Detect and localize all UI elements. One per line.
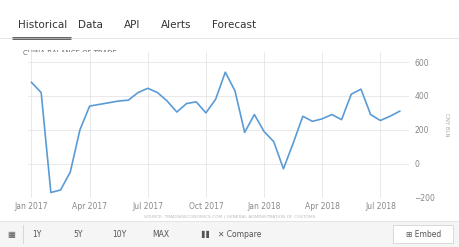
Text: Historical: Historical — [18, 20, 67, 30]
Text: CHINA BALANCE OF TRADE: CHINA BALANCE OF TRADE — [23, 50, 117, 56]
Text: API: API — [124, 20, 140, 30]
Text: ⊞ Embed: ⊞ Embed — [405, 230, 440, 239]
Text: ▌▌: ▌▌ — [201, 231, 212, 238]
Text: ✕ Compare: ✕ Compare — [217, 230, 260, 239]
Text: 10Y: 10Y — [112, 230, 126, 239]
Text: 1Y: 1Y — [32, 230, 41, 239]
Text: MAX: MAX — [152, 230, 169, 239]
Y-axis label: CNY BLN: CNY BLN — [443, 113, 448, 137]
Bar — [392, 225, 452, 243]
Bar — [0, 221, 459, 247]
Text: Forecast: Forecast — [211, 20, 255, 30]
Text: Data: Data — [78, 20, 103, 30]
Text: 5Y: 5Y — [73, 230, 83, 239]
Text: SOURCE: TRADINGECONOMICS.COM | GENERAL ADMINISTRATION OF CUSTOMS: SOURCE: TRADINGECONOMICS.COM | GENERAL A… — [144, 214, 315, 218]
Text: ▦: ▦ — [7, 230, 16, 239]
Text: Alerts: Alerts — [161, 20, 191, 30]
